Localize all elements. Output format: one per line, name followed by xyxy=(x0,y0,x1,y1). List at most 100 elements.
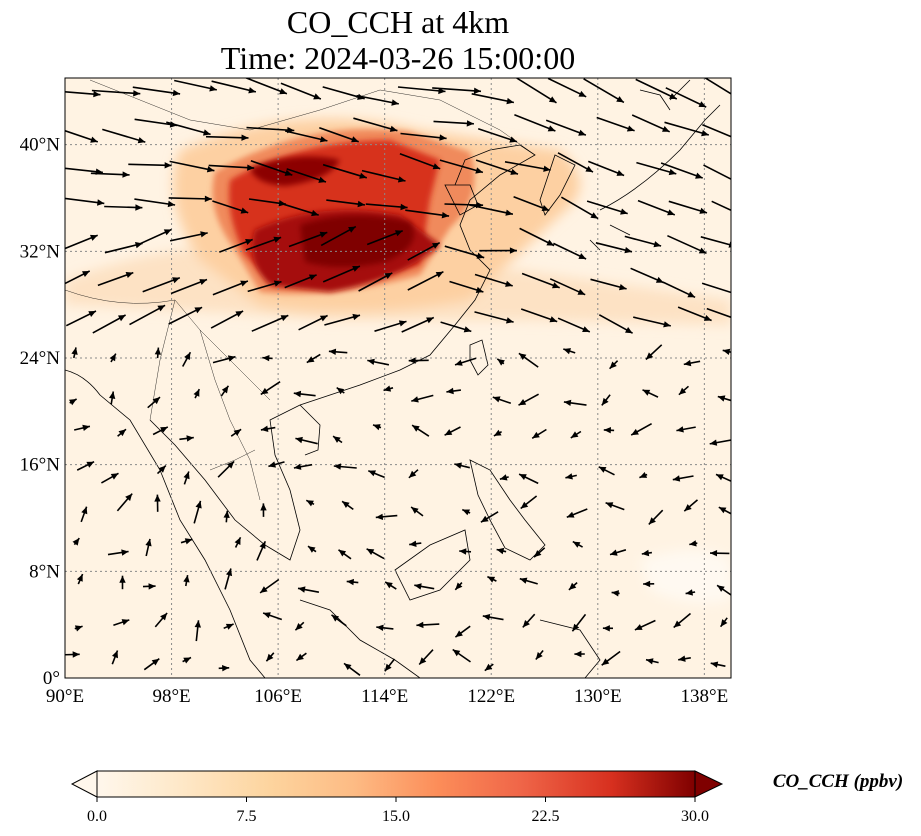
wind-arrow xyxy=(474,311,514,324)
wind-arrow xyxy=(601,650,621,666)
wind-arrow xyxy=(260,381,281,396)
wind-arrow xyxy=(588,160,625,177)
wind-arrow xyxy=(641,549,653,557)
wind-arrow xyxy=(336,386,345,395)
wind-arrow xyxy=(341,500,354,511)
wind-arrow xyxy=(401,316,435,333)
map-plot-area[interactable] xyxy=(53,76,749,678)
wind-arrow xyxy=(689,540,698,547)
wind-arrow xyxy=(645,344,663,361)
wind-arrow xyxy=(583,78,625,104)
wind-arrow xyxy=(113,619,130,626)
wind-arrow xyxy=(298,314,328,331)
wind-arrow xyxy=(260,425,276,432)
wind-arrow xyxy=(294,621,305,631)
wind-arrow xyxy=(709,439,731,446)
wind-arrow xyxy=(247,280,282,293)
wind-arrow xyxy=(145,538,152,557)
wind-arrow xyxy=(374,320,407,332)
wind-arrow xyxy=(361,169,406,183)
wind-arrow xyxy=(244,78,288,95)
wind-arrow xyxy=(194,620,201,642)
wind-arrow xyxy=(286,168,327,183)
wind-arrow xyxy=(143,658,160,671)
wind-arrow xyxy=(711,200,731,212)
wind-arrow xyxy=(111,650,119,665)
wind-arrow xyxy=(586,200,628,215)
wind-arrow xyxy=(283,203,319,217)
wind-arrow xyxy=(418,649,434,666)
wind-arrow xyxy=(205,134,249,141)
wind-arrow xyxy=(136,228,172,247)
wind-arrow xyxy=(722,348,731,355)
wind-arrow xyxy=(322,265,361,283)
wind-arrow xyxy=(181,351,192,367)
wind-arrow xyxy=(116,493,133,512)
wind-arrow xyxy=(454,462,470,469)
wind-arrow xyxy=(107,549,129,556)
wind-arrow xyxy=(516,78,557,104)
wind-arrow xyxy=(477,128,518,143)
wind-arrow xyxy=(109,391,116,405)
wind-arrow xyxy=(709,550,730,557)
wind-arrow xyxy=(65,310,97,327)
lon-tick-label-0: 90°E xyxy=(46,686,84,707)
title-line-2: Time: 2024-03-26 15:00:00 xyxy=(220,40,576,76)
wind-arrow xyxy=(568,582,578,591)
wind-arrow xyxy=(639,472,648,479)
wind-arrow xyxy=(474,273,513,287)
wind-arrow xyxy=(376,624,394,631)
wind-arrow xyxy=(444,426,461,436)
wind-arrow xyxy=(710,661,726,668)
wind-arrow xyxy=(76,573,84,585)
wind-arrow xyxy=(134,198,176,208)
wind-arrow xyxy=(549,278,586,296)
wind-arrow xyxy=(416,621,440,629)
wind-arrow xyxy=(461,508,471,516)
wind-arrow xyxy=(234,536,242,548)
wind-arrow xyxy=(65,651,80,658)
wind-arrow xyxy=(433,120,474,127)
wind-arrow xyxy=(211,80,257,94)
wind-arrow xyxy=(293,390,316,398)
wind-arrow xyxy=(69,398,78,406)
wind-arrow xyxy=(223,510,230,523)
wind-arrow xyxy=(624,235,662,248)
wind-arrow xyxy=(338,549,352,560)
wind-arrow xyxy=(630,267,664,284)
wind-arrow xyxy=(408,469,419,479)
longitude-tick-labels: 90°E 98°E 106°E 114°E 122°E 130°E 138°E xyxy=(46,686,728,707)
wind-arrow xyxy=(609,549,627,556)
wind-arrow xyxy=(230,428,242,437)
wind-arrow xyxy=(480,511,499,523)
wind-arrow xyxy=(305,499,315,507)
wind-arrow xyxy=(519,227,555,247)
wind-arrow xyxy=(634,619,656,631)
wind-arrow xyxy=(611,590,620,597)
wind-arrow xyxy=(119,575,126,590)
co-plume-field xyxy=(65,118,731,604)
wind-arrow xyxy=(90,171,130,178)
wind-arrow xyxy=(518,393,539,406)
wind-arrow xyxy=(574,650,585,658)
wind-arrow xyxy=(454,582,463,591)
wind-arrow xyxy=(514,113,556,132)
wind-arrow xyxy=(250,160,293,176)
wind-arrow xyxy=(248,198,287,207)
wind-arrow xyxy=(142,583,156,590)
wind-arrow xyxy=(262,355,273,362)
wind-arrow xyxy=(384,581,397,590)
wind-arrow xyxy=(444,245,485,259)
wind-arrow xyxy=(633,316,671,328)
wind-arrow xyxy=(91,89,141,97)
wind-arrow xyxy=(383,385,394,392)
wind-arrow xyxy=(65,91,101,98)
wind-arrow xyxy=(492,396,512,405)
wind-arrow xyxy=(251,314,289,332)
wind-arrow xyxy=(571,613,587,632)
wind-arrow xyxy=(331,614,347,627)
wind-arrow xyxy=(224,568,233,590)
wind-arrow xyxy=(217,460,235,478)
wind-arrow xyxy=(384,658,396,672)
lon-tick-label-3: 114°E xyxy=(361,686,408,707)
